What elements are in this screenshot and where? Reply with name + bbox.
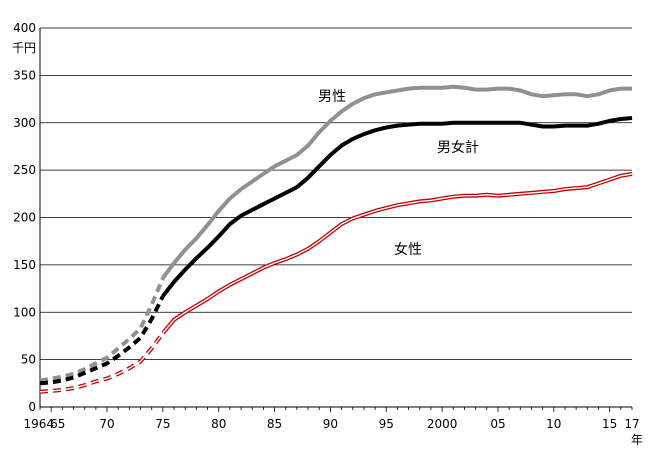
y-tick-label-400: 400 <box>13 21 36 35</box>
x-tick-label-70: 70 <box>99 417 114 431</box>
y-tick-label-50: 50 <box>21 353 36 367</box>
gridlines <box>40 27 632 361</box>
y-tick-label-350: 350 <box>13 68 36 82</box>
x-tick-label-2000: 2000 <box>427 417 458 431</box>
x-axis-unit-label: 年 <box>631 433 643 447</box>
series-2-dashed-inner <box>39 332 164 393</box>
x-tick-label-75: 75 <box>155 417 170 431</box>
series-0-solid-line <box>161 84 632 280</box>
annotation-total: 男女計 <box>437 139 479 156</box>
x-tick-label-15: 15 <box>602 417 617 431</box>
y-tick-label-100: 100 <box>13 305 36 319</box>
y-tick-label-250: 250 <box>13 163 36 177</box>
x-tick-label-80: 80 <box>211 417 226 431</box>
x-tick-label-17: 17 <box>624 417 639 431</box>
x-tick-label-95: 95 <box>379 417 394 431</box>
series-1-dashed-line <box>39 295 165 386</box>
series-2-solid-inner <box>162 173 633 334</box>
annotation-male: 男性 <box>318 89 346 105</box>
y-axis: 0 50 100 150 200 250 300 350 400 <box>13 21 41 414</box>
x-tick-label-90: 90 <box>323 417 338 431</box>
y-tick-label-200: 200 <box>13 211 36 225</box>
series-lines <box>39 84 633 394</box>
x-tick-label-10: 10 <box>546 417 561 431</box>
x-tick-label-65: 65 <box>50 417 65 431</box>
series-0-dashed-line <box>39 277 165 383</box>
x-tick-label-85: 85 <box>267 417 282 431</box>
annotation-female: 女性 <box>394 241 422 258</box>
y-tick-label-150: 150 <box>13 258 36 272</box>
x-tick-label-05: 05 <box>490 417 505 431</box>
y-tick-label-300: 300 <box>13 116 36 130</box>
series-1-solid-line <box>161 116 633 298</box>
y-tick-label-0: 0 <box>28 400 36 414</box>
x-tick-label-1964: 1964 <box>23 417 54 431</box>
y-axis-unit-label: 千円 <box>12 41 36 55</box>
